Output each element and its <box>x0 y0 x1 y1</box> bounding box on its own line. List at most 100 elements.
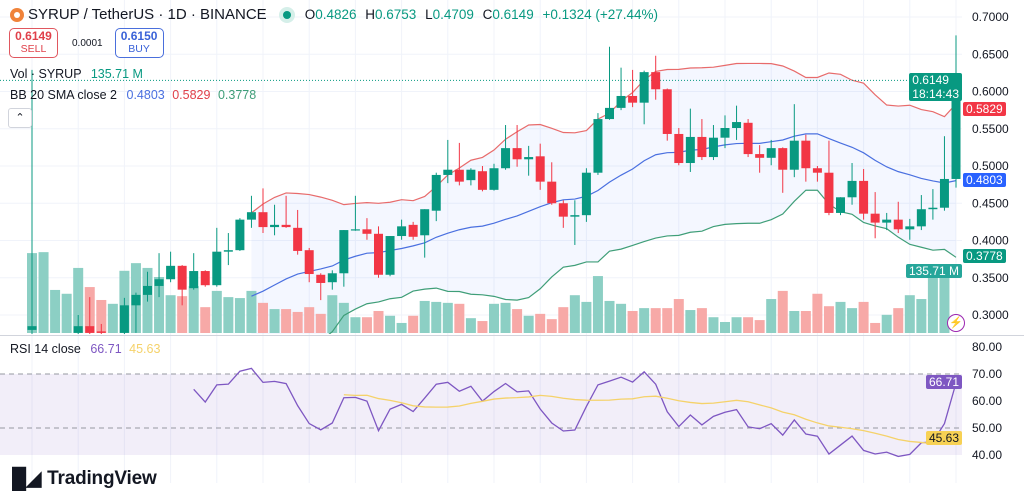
volume-bar <box>385 315 396 333</box>
candle-body <box>708 137 718 158</box>
symbol-title[interactable]: SYRUP / TetherUS · 1D · BINANCE <box>28 6 267 23</box>
candle-body <box>801 140 811 169</box>
volume-bar <box>50 289 61 333</box>
candle-body <box>905 226 915 230</box>
volume-bar <box>465 318 476 333</box>
candle-body <box>443 169 453 175</box>
volume-bar <box>546 319 557 333</box>
candle-body <box>581 172 591 216</box>
candle-body <box>847 180 857 198</box>
bollinger-legend[interactable]: BB 20 SMA close 2 0.4803 0.5829 0.3778 <box>10 88 256 102</box>
candle-body <box>674 133 684 164</box>
volume-bar <box>489 303 499 333</box>
volume-bar <box>939 268 950 333</box>
buy-button[interactable]: 0.6150 BUY <box>114 28 164 58</box>
volume-bar <box>477 321 488 333</box>
volume-bar <box>154 277 165 333</box>
volume-bar <box>581 301 592 333</box>
price-axis-tick: 0.6500 <box>972 47 1009 61</box>
candle-body <box>362 229 372 234</box>
volume-bar <box>881 314 892 333</box>
volume-bar <box>512 309 523 333</box>
volume-bar <box>258 302 268 333</box>
volume-tag: 135.71 M <box>905 264 962 278</box>
symbol-logo-icon <box>10 7 24 22</box>
price-axis-tick: 0.4500 <box>972 196 1009 210</box>
volume-bar <box>835 301 846 333</box>
candle-body <box>870 213 880 223</box>
candle-body <box>477 171 487 190</box>
close-value: 0.6149 <box>492 7 534 22</box>
volume-bar <box>627 310 638 333</box>
rsi-tag: 66.71 <box>925 375 962 389</box>
volume-bar <box>361 317 372 333</box>
candle-body <box>766 148 776 158</box>
volume-bar <box>812 293 823 333</box>
volume-bar <box>408 315 419 333</box>
sell-button[interactable]: 0.6149 SELL <box>9 28 58 58</box>
candle-body <box>408 224 418 237</box>
volume-legend[interactable]: Vol · SYRUP 135.71 M <box>10 67 143 81</box>
volume-bar <box>858 301 869 333</box>
price-axis-tick: 0.6000 <box>972 85 1009 99</box>
candle-body <box>593 119 603 173</box>
rsi-axis-tick: 60.00 <box>972 394 1002 408</box>
candle-body <box>558 203 568 217</box>
candle-body <box>339 230 349 274</box>
volume-bar <box>800 310 811 333</box>
low-label: L <box>425 7 433 22</box>
candle-body <box>743 122 753 155</box>
volume-bar <box>292 311 303 333</box>
spread-value: 0.0001 <box>72 37 103 49</box>
volume-bar <box>234 298 245 333</box>
collapse-legend-button[interactable]: ⌃ <box>8 108 32 128</box>
volume-bar <box>338 302 349 333</box>
candle-body <box>651 72 661 90</box>
candle-body <box>512 148 522 160</box>
volume-bar <box>327 295 338 333</box>
candle-body <box>131 294 141 306</box>
candle-body <box>755 154 765 158</box>
volume-bar <box>500 302 511 333</box>
ohlc-legend: O0.4826 H0.6753 L0.4709 C0.6149 +0.1324 … <box>305 7 663 22</box>
candle-body <box>489 168 499 190</box>
candle-body <box>397 226 407 237</box>
candle-body <box>466 169 476 181</box>
volume-bar <box>223 297 234 333</box>
symbol-header: SYRUP / TetherUS · 1D · BINANCE O0.4826 … <box>10 6 663 23</box>
candle-body <box>836 197 845 213</box>
volume-bar <box>847 308 858 333</box>
candle-body <box>258 212 268 228</box>
volume-bar <box>569 295 580 333</box>
open-value: 0.4826 <box>315 7 357 22</box>
candle-body <box>732 122 742 129</box>
bollinger-lower-value: 0.3778 <box>217 88 257 102</box>
candle-body <box>685 136 695 164</box>
volume-bar <box>604 300 615 333</box>
bb-lower-tag: 0.3778 <box>963 249 1006 263</box>
candle-body <box>882 219 892 223</box>
rsi-legend-label: RSI 14 close <box>10 342 81 356</box>
bollinger-basis-value: 0.4803 <box>126 88 165 102</box>
volume-bar <box>685 310 696 333</box>
candle-body <box>420 209 430 236</box>
candle-body <box>454 169 464 182</box>
bollinger-fill <box>251 63 956 334</box>
market-open-status-icon <box>282 10 291 19</box>
change-value: +0.1324 (+27.44%) <box>542 7 659 22</box>
volume-bar <box>927 264 938 333</box>
rsi-background <box>0 374 962 455</box>
volume-bar <box>731 317 742 333</box>
candle-body <box>697 136 707 158</box>
candle-body <box>143 285 152 295</box>
candle-body <box>281 224 291 228</box>
rsi-legend[interactable]: RSI 14 close 66.71 45.63 <box>10 342 160 356</box>
lightning-icon[interactable]: ⚡ <box>947 314 965 332</box>
rsi-legend-value: 66.71 <box>90 342 122 356</box>
bb-upper-tag: 0.5829 <box>963 102 1006 116</box>
volume-bar <box>789 310 800 333</box>
candle-body <box>96 331 106 333</box>
trade-panel: 0.6149 SELL 0.0001 0.6150 BUY <box>9 28 164 58</box>
candle-body <box>27 326 37 330</box>
